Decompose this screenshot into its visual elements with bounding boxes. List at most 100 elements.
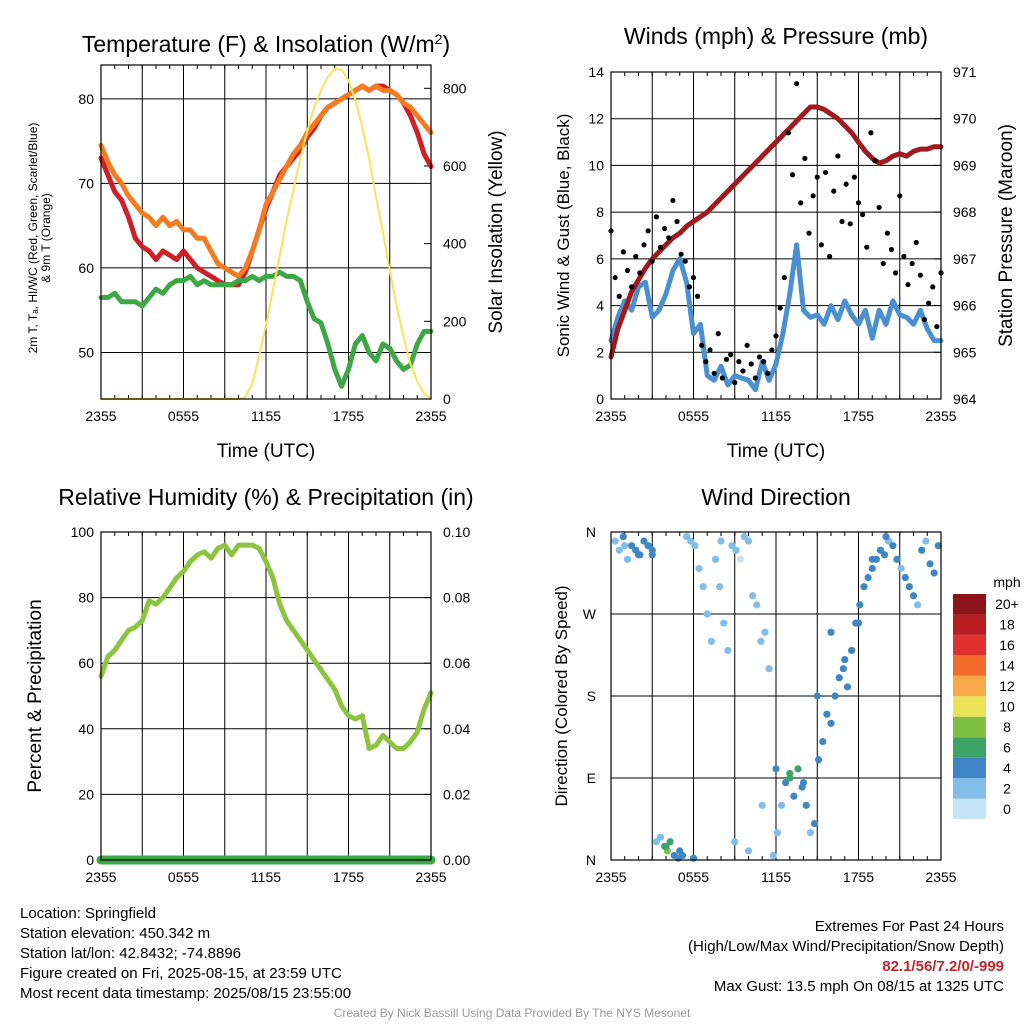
colorbar-tick-label: 6	[1003, 739, 1011, 755]
y-tick-label-left: 0	[596, 391, 604, 407]
colorbar-tick-label: 12	[999, 678, 1015, 694]
series-line-wind	[608, 242, 944, 393]
colorbar-swatch	[953, 757, 986, 779]
x-tick-label: 2355	[415, 408, 446, 424]
y-tick-label-right: 0.08	[443, 590, 470, 606]
gust-point	[645, 228, 651, 234]
gust-point	[814, 174, 820, 180]
gust-point	[835, 153, 841, 159]
y-tick-label-right: 800	[443, 80, 467, 96]
direction-point	[864, 573, 872, 582]
y-tick-label-right: 0.06	[443, 655, 470, 671]
direction-point	[813, 692, 821, 700]
direction-point	[744, 847, 753, 855]
direction-point	[827, 719, 835, 727]
y-tick-label-left: 14	[588, 64, 604, 80]
gust-point	[620, 249, 626, 255]
x-tick-label: 0555	[168, 869, 199, 885]
gust-point	[860, 211, 866, 218]
y-tick-label-right: 0.02	[443, 786, 470, 802]
series-line-maroon	[608, 104, 944, 360]
location-line: Location: Springfield	[20, 905, 156, 922]
x-tick-label: 0555	[168, 408, 199, 424]
gust-point	[748, 361, 754, 367]
direction-point	[689, 854, 698, 862]
y-tick-label-right: 0.10	[443, 524, 470, 540]
direction-point	[922, 537, 930, 545]
gust-point	[773, 333, 779, 339]
y-tick-label-left: 10	[588, 157, 604, 173]
direction-point	[732, 546, 740, 554]
direction-point	[835, 674, 843, 682]
direction-point	[777, 801, 786, 809]
gust-point	[843, 181, 849, 187]
x-tick-label: 1155	[251, 869, 281, 885]
direction-point	[901, 573, 909, 582]
direction-point	[905, 583, 913, 591]
direction-point	[786, 769, 794, 778]
direction-point	[810, 819, 819, 828]
y-tick-label-right: 970	[953, 111, 977, 127]
direction-point	[749, 592, 757, 600]
direction-point	[761, 628, 769, 636]
gust-point	[831, 188, 837, 194]
y-tick-label-left: 70	[78, 175, 94, 191]
gust-point	[934, 323, 940, 330]
direction-point	[841, 655, 849, 664]
direction-point	[656, 833, 665, 841]
credit-line: Created By Nick Bassill Using Data Provi…	[333, 1006, 691, 1020]
winds-panel: Winds (mph) & Pressure (mb) 0 2 4 6 8 10 12 14 96…	[554, 23, 1017, 462]
gust-point	[744, 342, 750, 348]
y-tick-label-left: 4	[596, 298, 604, 314]
gust-point	[913, 239, 919, 246]
gust-point	[798, 200, 804, 206]
gust-point	[678, 251, 684, 257]
colorbar-swatch	[953, 737, 986, 758]
series-line-green	[98, 269, 434, 389]
direction-point	[839, 665, 847, 673]
gust-point	[629, 284, 635, 290]
direction-point	[662, 842, 670, 850]
speed-colorbar: mph 0 2 4 6 8 10 12 14 16 18 20+	[953, 574, 1021, 819]
direction-point	[769, 851, 777, 860]
gust-point	[637, 270, 643, 276]
direction-point	[691, 542, 699, 550]
chart-title: Winds (mph) & Pressure (mb)	[624, 23, 928, 49]
x-tick-label: 2355	[925, 408, 956, 424]
direction-point	[676, 847, 684, 855]
direction-point	[819, 737, 827, 746]
plot-frame	[100, 64, 432, 400]
gust-point	[653, 214, 659, 220]
direction-point	[831, 692, 839, 700]
direction-point	[802, 801, 810, 809]
y-tick-label-left: 50	[78, 344, 94, 360]
colorbar-swatch	[953, 696, 986, 717]
y-tick-label-right: 200	[443, 313, 467, 329]
direction-point	[724, 646, 732, 655]
direction-point	[666, 838, 674, 846]
direction-point	[773, 829, 781, 837]
y-tick-label-left: N	[586, 852, 596, 868]
gust-point	[695, 293, 701, 299]
extremes-subtitle: (High/Low/Max Wind/Precipitation/Snow De…	[688, 938, 1004, 955]
gust-point	[802, 155, 808, 162]
colorbar-tick-label: 2	[1003, 780, 1011, 796]
chart-title: Wind Direction	[701, 484, 851, 510]
direction-point	[728, 542, 736, 550]
y-tick-label-right: 0.04	[443, 721, 470, 737]
direction-point	[897, 564, 905, 573]
gust-point	[781, 274, 787, 281]
colorbar-swatch	[953, 614, 986, 635]
x-tick-label: 1755	[843, 869, 874, 885]
gust-point	[666, 235, 672, 241]
x-tick-label: 1755	[333, 408, 364, 424]
y-tick-label-left: 12	[588, 111, 604, 127]
direction-point	[860, 583, 868, 591]
gust-point	[872, 158, 878, 164]
gust-point	[723, 356, 730, 362]
y-tick-label-right: 600	[443, 158, 467, 174]
y-tick-label-left: 60	[78, 655, 94, 671]
direction-point	[799, 778, 808, 787]
gust-point	[905, 281, 911, 288]
